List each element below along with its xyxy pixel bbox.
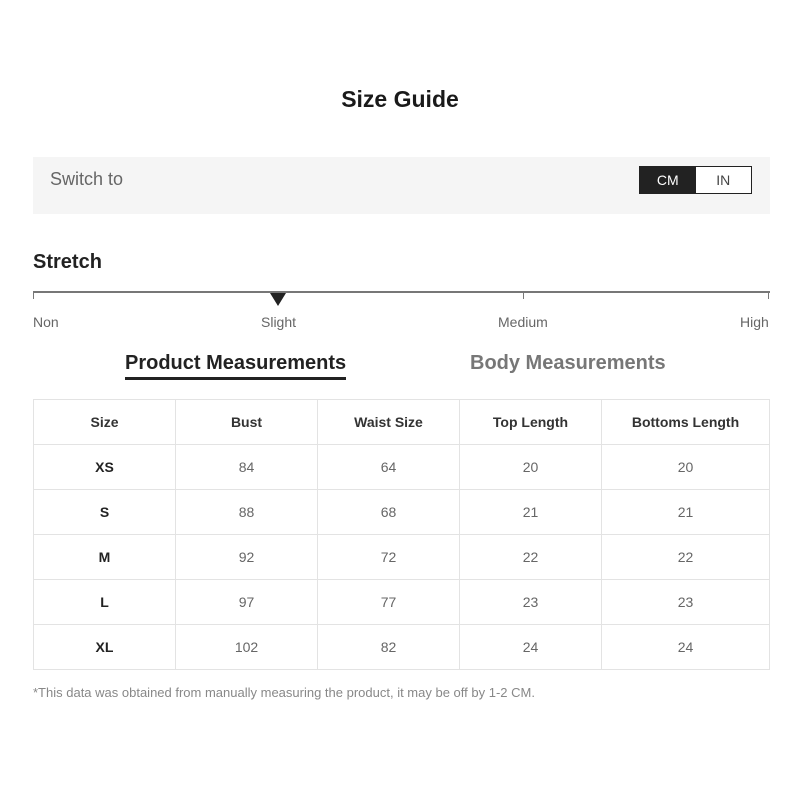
table-row: L 97 77 23 23	[33, 579, 770, 625]
value-cell: 102	[175, 624, 318, 670]
value-cell: 22	[459, 534, 602, 580]
stretch-heading: Stretch	[33, 251, 102, 273]
column-header: Top Length	[459, 399, 602, 445]
page-title: Size Guide	[341, 86, 459, 112]
value-cell: 64	[317, 444, 460, 490]
unit-toggle[interactable]: CM IN	[639, 166, 752, 194]
value-cell: 24	[459, 624, 602, 670]
tab-product-measurements[interactable]: Product Measurements	[125, 352, 347, 380]
stretch-scale	[33, 291, 770, 293]
value-cell: 97	[175, 579, 318, 625]
column-header: Bottoms Length	[601, 399, 770, 445]
value-cell: 21	[601, 489, 770, 535]
value-cell: 88	[175, 489, 318, 535]
unit-switch-bar: Switch to CM IN	[33, 157, 770, 214]
value-cell: 77	[317, 579, 460, 625]
value-cell: 24	[601, 624, 770, 670]
size-cell: S	[33, 489, 176, 535]
stretch-label-high: High	[740, 314, 769, 330]
value-cell: 84	[175, 444, 318, 490]
table-row: M 92 72 22 22	[33, 534, 770, 580]
stretch-label-slight: Slight	[261, 314, 297, 330]
value-cell: 68	[317, 489, 460, 535]
table-header-row: Size Bust Waist Size Top Length Bottoms Leng…	[33, 399, 770, 445]
column-header: Bust	[175, 399, 318, 445]
size-cell: L	[33, 579, 176, 625]
value-cell: 72	[317, 534, 460, 580]
tab-body-measurements[interactable]: Body Measurements	[470, 352, 666, 374]
value-cell: 20	[459, 444, 602, 490]
size-cell: M	[33, 534, 176, 580]
size-cell: XL	[33, 624, 176, 670]
value-cell: 22	[601, 534, 770, 580]
value-cell: 21	[459, 489, 602, 535]
unit-cm-button[interactable]: CM	[640, 167, 696, 193]
table-row: XS 84 64 20 20	[33, 444, 770, 490]
switch-label: Switch to	[50, 169, 124, 189]
scale-tick	[768, 291, 769, 299]
size-cell: XS	[33, 444, 176, 490]
value-cell: 23	[459, 579, 602, 625]
stretch-label-medium: Medium	[498, 314, 548, 330]
stretch-marker-icon	[270, 293, 286, 306]
value-cell: 82	[317, 624, 460, 670]
table-row: S 88 68 21 21	[33, 489, 770, 535]
column-header: Size	[33, 399, 176, 445]
scale-tick	[33, 291, 34, 299]
unit-in-button[interactable]: IN	[695, 167, 751, 193]
value-cell: 92	[175, 534, 318, 580]
scale-tick	[523, 291, 524, 299]
table-row: XL 102 82 24 24	[33, 624, 770, 670]
column-header: Waist Size	[317, 399, 460, 445]
value-cell: 20	[601, 444, 770, 490]
measurement-note: *This data was obtained from manually me…	[33, 685, 535, 700]
stretch-label-non: Non	[33, 314, 59, 330]
size-table: Size Bust Waist Size Top Length Bottoms Leng…	[33, 399, 770, 670]
value-cell: 23	[601, 579, 770, 625]
